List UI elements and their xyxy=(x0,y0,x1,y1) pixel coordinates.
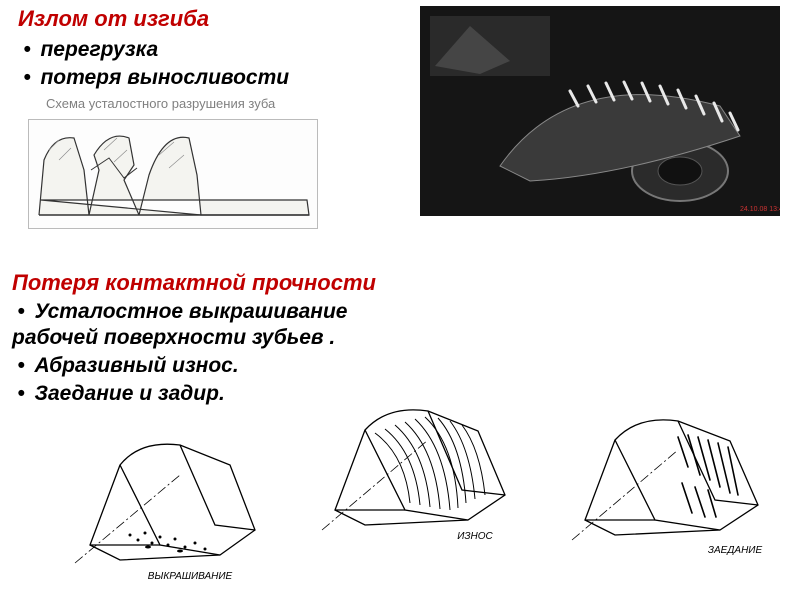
bullet-dot: • xyxy=(12,354,30,378)
bullet-dot: • xyxy=(12,300,30,324)
figure-wear: ИЗНОС xyxy=(310,385,530,545)
figure-scuffing: ЗАЕДАНИЕ xyxy=(560,395,780,555)
bullet-item: • Усталостное выкрашивание xyxy=(12,300,532,324)
item-pitting: Усталостное выкрашивание xyxy=(34,300,347,323)
svg-text:24.10.08 13:44: 24.10.08 13:44 xyxy=(740,206,780,213)
section-fracture: Излом от изгиба • перегрузка • потеря вы… xyxy=(18,6,398,229)
gear-photo: 24.10.08 13:44 xyxy=(420,6,780,216)
schematic-fracture-diagram xyxy=(28,119,318,229)
heading-contact: Потеря контактной прочности xyxy=(12,270,532,296)
bullet-dot: • xyxy=(18,38,36,62)
figure-row: ВЫКРАШИВАНИЕ xyxy=(60,385,780,585)
item-overload: перегрузка xyxy=(40,38,158,61)
continuation-line: рабочей поверхности зубьев . xyxy=(12,326,532,350)
label-wear: ИЗНОС xyxy=(420,531,530,542)
bullet-dot: • xyxy=(18,66,36,90)
item-endurance: потеря выносливости xyxy=(40,66,289,89)
bullet-item: • потеря выносливости xyxy=(18,66,398,90)
label-pitting: ВЫКРАШИВАНИЕ xyxy=(100,571,280,582)
fracture-svg xyxy=(29,120,319,230)
bullet-item: • перегрузка xyxy=(18,38,398,62)
heading-fracture: Излом от изгиба xyxy=(18,6,398,32)
bullet-dot: • xyxy=(12,382,30,406)
schema-caption: Схема усталостного разрушения зуба xyxy=(46,96,398,111)
item-abrasive: Абразивный износ. xyxy=(34,354,238,377)
bullet-item: • Абразивный износ. xyxy=(12,354,532,378)
figure-pitting: ВЫКРАШИВАНИЕ xyxy=(60,415,280,575)
gear-photo-svg: 24.10.08 13:44 xyxy=(420,6,780,216)
label-scuffing: ЗАЕДАНИЕ xyxy=(690,545,780,556)
